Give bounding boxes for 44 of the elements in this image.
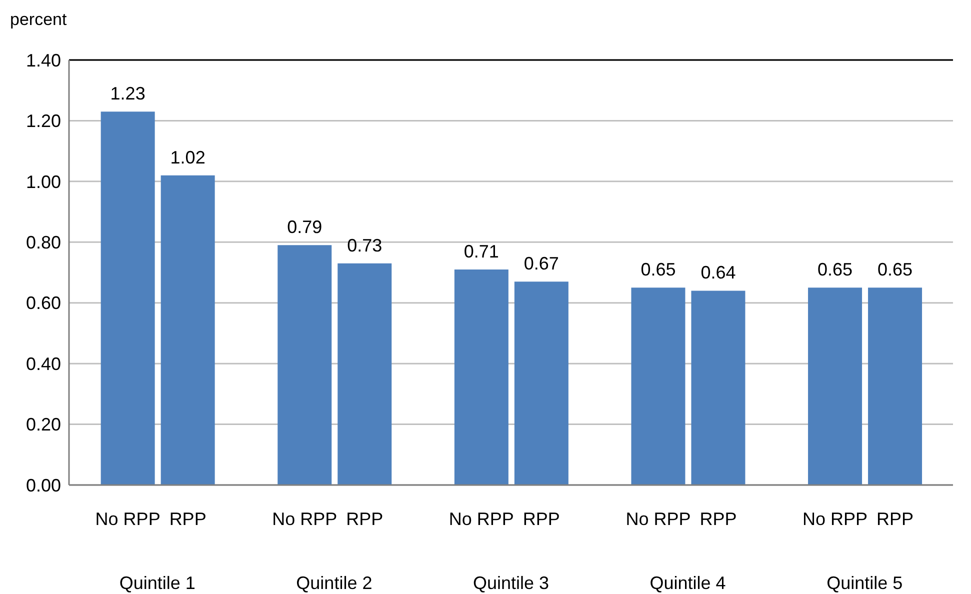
x-tick-label: Quintile 2 [296, 573, 372, 593]
y-tick-label: 1.00 [26, 172, 61, 192]
bar [514, 282, 568, 485]
bar [868, 288, 922, 485]
x-tick-label: Quintile 4 [650, 573, 726, 593]
series-label: RPP [169, 509, 206, 529]
text: RPP [876, 509, 914, 529]
text: RPP [522, 509, 560, 529]
text: No RPP [448, 509, 514, 529]
bar [808, 288, 862, 485]
bar [100, 112, 155, 485]
y-tick-label: 0.80 [26, 232, 61, 253]
data-label: 1.23 [110, 84, 146, 104]
data-label: 0.65 [818, 260, 853, 280]
bar [160, 175, 215, 485]
data-label: 0.79 [287, 217, 322, 238]
bar [278, 245, 332, 485]
data-label: 0.64 [700, 262, 736, 283]
bar [691, 290, 746, 485]
text: No RPP [802, 509, 868, 529]
x-tick-label: Quintile 1 [119, 573, 196, 593]
y-tick-label: 0.60 [26, 293, 61, 314]
y-axis-title: percent [10, 10, 67, 30]
y-tick-label: 1.20 [26, 111, 61, 132]
y-tick-label: 0.40 [26, 354, 61, 374]
y-tick-label: 0.00 [26, 475, 61, 496]
text: RPP [346, 509, 384, 529]
bar [338, 263, 392, 485]
bar [631, 288, 686, 485]
data-label: 0.71 [464, 241, 499, 262]
text: No RPP [626, 509, 691, 529]
series-label: No RPP [272, 509, 338, 529]
data-label: 1.02 [170, 147, 206, 168]
data-label: 0.67 [524, 254, 559, 274]
x-tick-label: Quintile 3 [472, 573, 550, 593]
y-tick-label: 0.20 [26, 414, 61, 435]
x-tick-label: Quintile 5 [826, 573, 903, 593]
data-label: 0.73 [347, 235, 382, 256]
text: No RPP [95, 509, 160, 529]
text: RPP [700, 509, 737, 529]
bar [454, 269, 508, 485]
data-label: 0.65 [640, 260, 676, 280]
y-tick-label: 1.40 [26, 50, 61, 70]
data-label: 0.65 [878, 260, 913, 280]
